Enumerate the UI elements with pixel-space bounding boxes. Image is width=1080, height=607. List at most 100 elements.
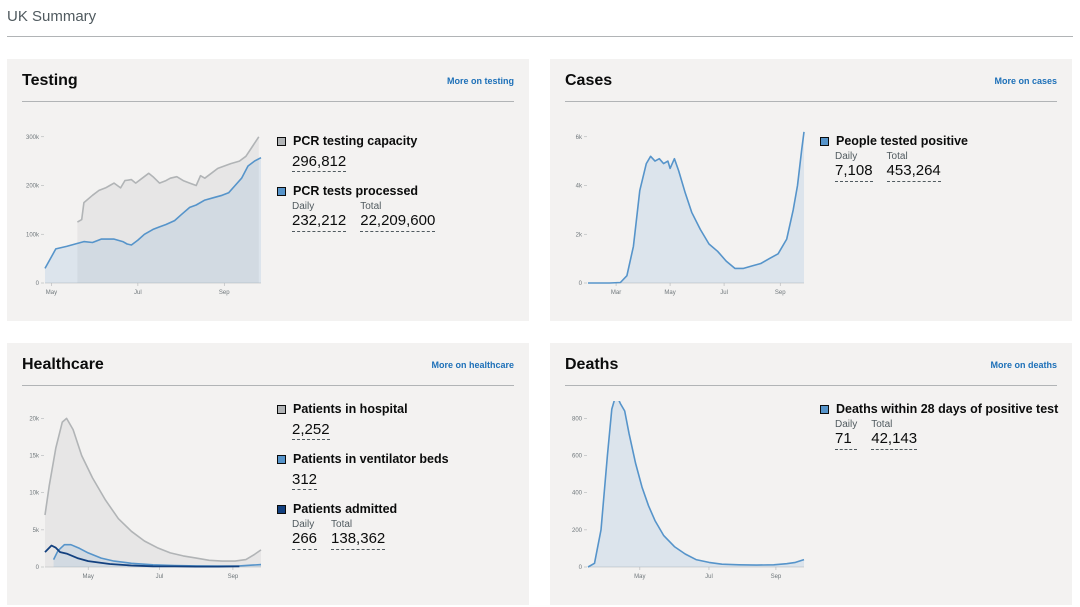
x-tick-label: Mar [611,290,621,296]
total-label: Total [331,519,353,530]
x-tick-label: Sep [228,574,239,580]
legend-swatch [820,405,829,414]
testing-chart: 0 100k 200k 300k May Jul Sep [26,135,262,296]
x-tick-label: May [83,574,94,580]
x-tick-label: Jul [134,290,142,296]
daily-label: Daily [292,201,315,212]
legend-swatch [277,405,286,414]
total-value[interactable]: 22,209,600 [360,212,436,232]
metric-label: PCR testing capacity [293,134,418,148]
daily-value[interactable]: 232,212 [292,212,347,232]
card-title: Deaths [565,356,619,373]
legend-swatch [277,187,286,196]
series-line [44,544,240,568]
metric-label: Patients in ventilator beds [293,452,449,466]
deaths-card: Deaths More on deaths 0 200 400 600 800 May Ju… [550,343,1072,605]
total-label: Total [360,201,382,212]
more-on-healthcare-link[interactable]: More on healthcare [431,360,514,370]
daily-label: Daily [835,419,858,430]
y-tick-label: 0 [579,281,583,287]
card-header: Testing More on testing [22,59,514,102]
series-area [45,157,261,283]
y-tick-label: 20k [29,416,40,422]
page-title: UK Summary [7,8,97,25]
series-area [53,544,261,567]
series-area [77,136,259,283]
deaths-chart: 0 200 400 600 800 May Jul Sep [572,401,805,580]
metric-value[interactable]: 296,812 [292,153,347,172]
x-tick-label: Jul [156,574,164,580]
metric-label: People tested positive [836,134,968,148]
legend-swatch [277,505,286,514]
metric-patients-in-hospital: Patients in hospital 2,252 [277,401,517,440]
series-line [44,417,262,562]
daily-value[interactable]: 7,108 [835,162,873,182]
card-header: Deaths More on deaths [565,343,1057,386]
x-tick-label: May [46,290,57,296]
y-tick-label: 800 [572,416,583,422]
total-label: Total [886,151,908,162]
total-value[interactable]: 42,143 [871,430,918,450]
metric-people-tested-positive: People tested positive Daily 7,108 Total 4… [820,133,1060,182]
daily-value[interactable]: 71 [835,430,858,450]
y-tick-label: 0 [36,565,40,571]
metric-label: PCR tests processed [293,184,419,198]
metric-ventilator-beds: Patients in ventilator beds 312 [277,451,517,490]
metric-label: Patients admitted [293,502,398,516]
metric-label: Deaths within 28 days of positive test [836,402,1059,416]
total-value[interactable]: 453,264 [886,162,941,182]
total-value[interactable]: 138,362 [331,530,386,550]
x-tick-label: Jul [720,290,728,296]
legend-swatch [277,137,286,146]
legend-swatch [277,455,286,464]
more-on-deaths-link[interactable]: More on deaths [990,360,1057,370]
metric-pcr-capacity: PCR testing capacity 296,812 [277,133,517,172]
card-title: Cases [565,72,613,89]
metric-deaths-28-days: Deaths within 28 days of positive test D… [820,401,1060,450]
x-tick-label: Sep [775,290,786,296]
series-line [587,401,805,568]
legend-swatch [820,137,829,146]
series-line [588,131,805,284]
series-line [44,156,262,269]
y-tick-label: 0 [579,565,583,571]
card-title: Testing [22,72,78,89]
total-label: Total [871,419,893,430]
y-tick-label: 100k [26,232,40,238]
metric-label: Patients in hospital [293,402,408,416]
metric-value[interactable]: 2,252 [292,421,330,440]
card-header: Healthcare More on healthcare [22,343,514,386]
y-tick-label: 6k [576,135,583,141]
x-tick-label: Sep [771,574,782,580]
y-tick-label: 200k [26,184,40,190]
daily-label: Daily [292,519,315,530]
card-title: Healthcare [22,356,104,373]
x-tick-label: Sep [219,290,230,296]
healthcare-card: Healthcare More on healthcare 0 5k 10k 15k 2… [7,343,529,605]
testing-card: Testing More on testing 0 100k 200k 300k May… [7,59,529,321]
y-tick-label: 15k [29,454,40,460]
metric-value[interactable]: 312 [292,471,318,490]
series-line [76,136,260,223]
series-area [588,131,804,283]
page-divider [7,36,1073,37]
cases-card: Cases More on cases 0 2k 4k 6k Mar May Jul Sep … [550,59,1072,321]
metric-pcr-processed: PCR tests processed Daily 232,212 Total 22… [277,183,517,232]
x-tick-label: May [664,290,675,296]
cases-chart: 0 2k 4k 6k Mar May Jul Sep [576,131,805,296]
daily-label: Daily [835,151,858,162]
y-tick-label: 300k [26,135,40,141]
y-tick-label: 200 [572,528,583,534]
series-area [45,418,261,567]
y-tick-label: 400 [572,491,583,497]
y-tick-label: 600 [572,454,583,460]
more-on-cases-link[interactable]: More on cases [994,76,1057,86]
healthcare-chart: 0 5k 10k 15k 20k May Jul Sep [29,416,262,580]
y-tick-label: 5k [33,528,40,534]
y-tick-label: 10k [29,491,40,497]
y-tick-label: 4k [576,184,583,190]
metric-patients-admitted: Patients admitted Daily 266 Total 138,362 [277,501,517,550]
more-on-testing-link[interactable]: More on testing [447,76,514,86]
daily-value[interactable]: 266 [292,530,318,550]
y-tick-label: 0 [36,281,40,287]
